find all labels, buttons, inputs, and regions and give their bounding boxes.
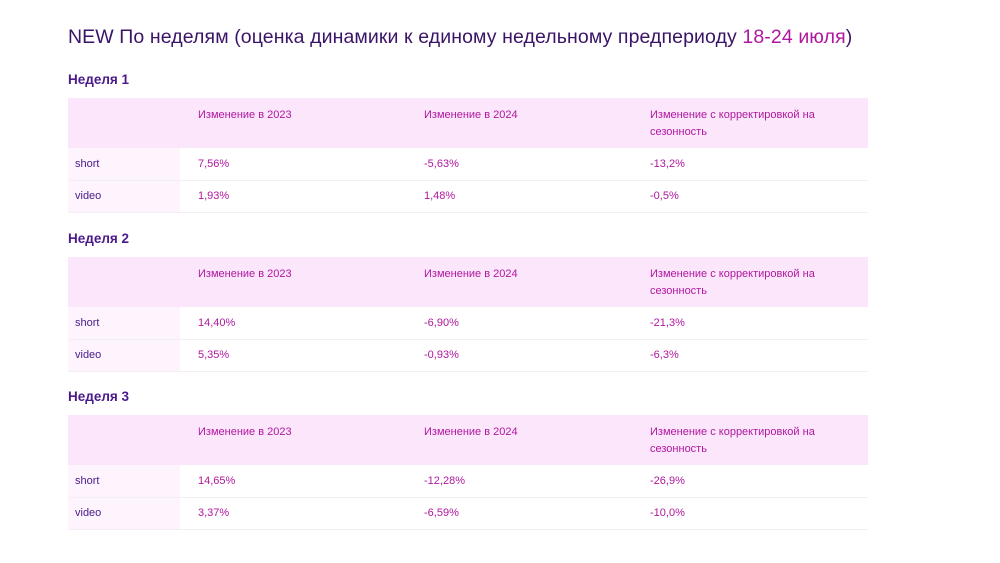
week-2-label: Неделя 2 [68,231,130,246]
table-row: video 1,93% 1,48% -0,5% [68,179,868,213]
table-row: video 5,35% -0,93% -6,3% [68,338,868,372]
cell-seasonal-change: -0,5% [632,179,868,213]
row-label: short [68,465,180,497]
table-row: short 7,56% -5,63% -13,2% [68,148,868,180]
table-row: short 14,65% -12,28% -26,9% [68,465,868,497]
week-2-table: Изменение в 2023 Изменение в 2024 Измене… [68,257,868,372]
cell-seasonal-change: -6,3% [632,338,868,372]
cell-seasonal-change: -10,0% [632,496,868,530]
week-1-table: Изменение в 2023 Изменение в 2024 Измене… [68,98,868,213]
header-change-2024: Изменение в 2024 [424,109,518,121]
cell-change-2024: -12,28% [424,474,465,487]
header-seasonal-change: Изменение с корректировкой на сезонность [650,426,815,455]
cell-seasonal-change: -21,3% [650,316,685,329]
table-row: video 3,37% -6,59% -10,0% [68,496,868,530]
table-header-row: Изменение в 2023 Изменение в 2024 Измене… [68,415,868,465]
row-label: short [68,307,180,339]
header-seasonal-change: Изменение с корректировкой на сезонность [650,109,815,138]
cell-change-2023: 14,40% [198,316,236,329]
cell-change-2024: 1,48% [406,179,632,213]
title-tail: ) [845,26,853,48]
row-label: video [68,179,180,213]
cell-change-2023: 14,65% [198,474,236,487]
header-seasonal-change: Изменение с корректировкой на сезонность [650,268,815,297]
header-corner-cell [68,415,180,465]
title-main: NEW По неделям (оценка динамики к едином… [68,26,743,48]
cell-change-2024: -6,59% [406,496,632,530]
header-change-2023: Изменение в 2023 [198,109,292,121]
week-1-label: Неделя 1 [68,72,130,87]
row-label: video [68,496,180,530]
cell-change-2023: 7,56% [198,157,230,170]
cell-change-2023: 1,93% [180,179,406,213]
cell-change-2024: -5,63% [424,157,459,170]
table-row: short 14,40% -6,90% -21,3% [68,307,868,339]
table-header-row: Изменение в 2023 Изменение в 2024 Измене… [68,98,868,148]
cell-change-2024: -0,93% [406,338,632,372]
row-label: video [68,338,180,372]
header-change-2024: Изменение в 2024 [424,426,518,438]
cell-change-2023: 5,35% [180,338,406,372]
cell-seasonal-change: -13,2% [650,157,685,170]
page-title: NEW По неделям (оценка динамики к едином… [68,26,852,49]
cell-change-2024: -6,90% [424,316,459,329]
header-corner-cell [68,98,180,148]
title-highlight: 18-24 июля [742,26,846,48]
table-header-row: Изменение в 2023 Изменение в 2024 Измене… [68,257,868,307]
cell-seasonal-change: -26,9% [650,474,685,487]
header-corner-cell [68,257,180,307]
row-label: short [68,148,180,180]
cell-change-2023: 3,37% [180,496,406,530]
header-change-2024: Изменение в 2024 [424,268,518,280]
week-3-table: Изменение в 2023 Изменение в 2024 Измене… [68,415,868,530]
week-3-label: Неделя 3 [68,389,130,404]
header-change-2023: Изменение в 2023 [198,268,292,280]
header-change-2023: Изменение в 2023 [198,426,292,438]
